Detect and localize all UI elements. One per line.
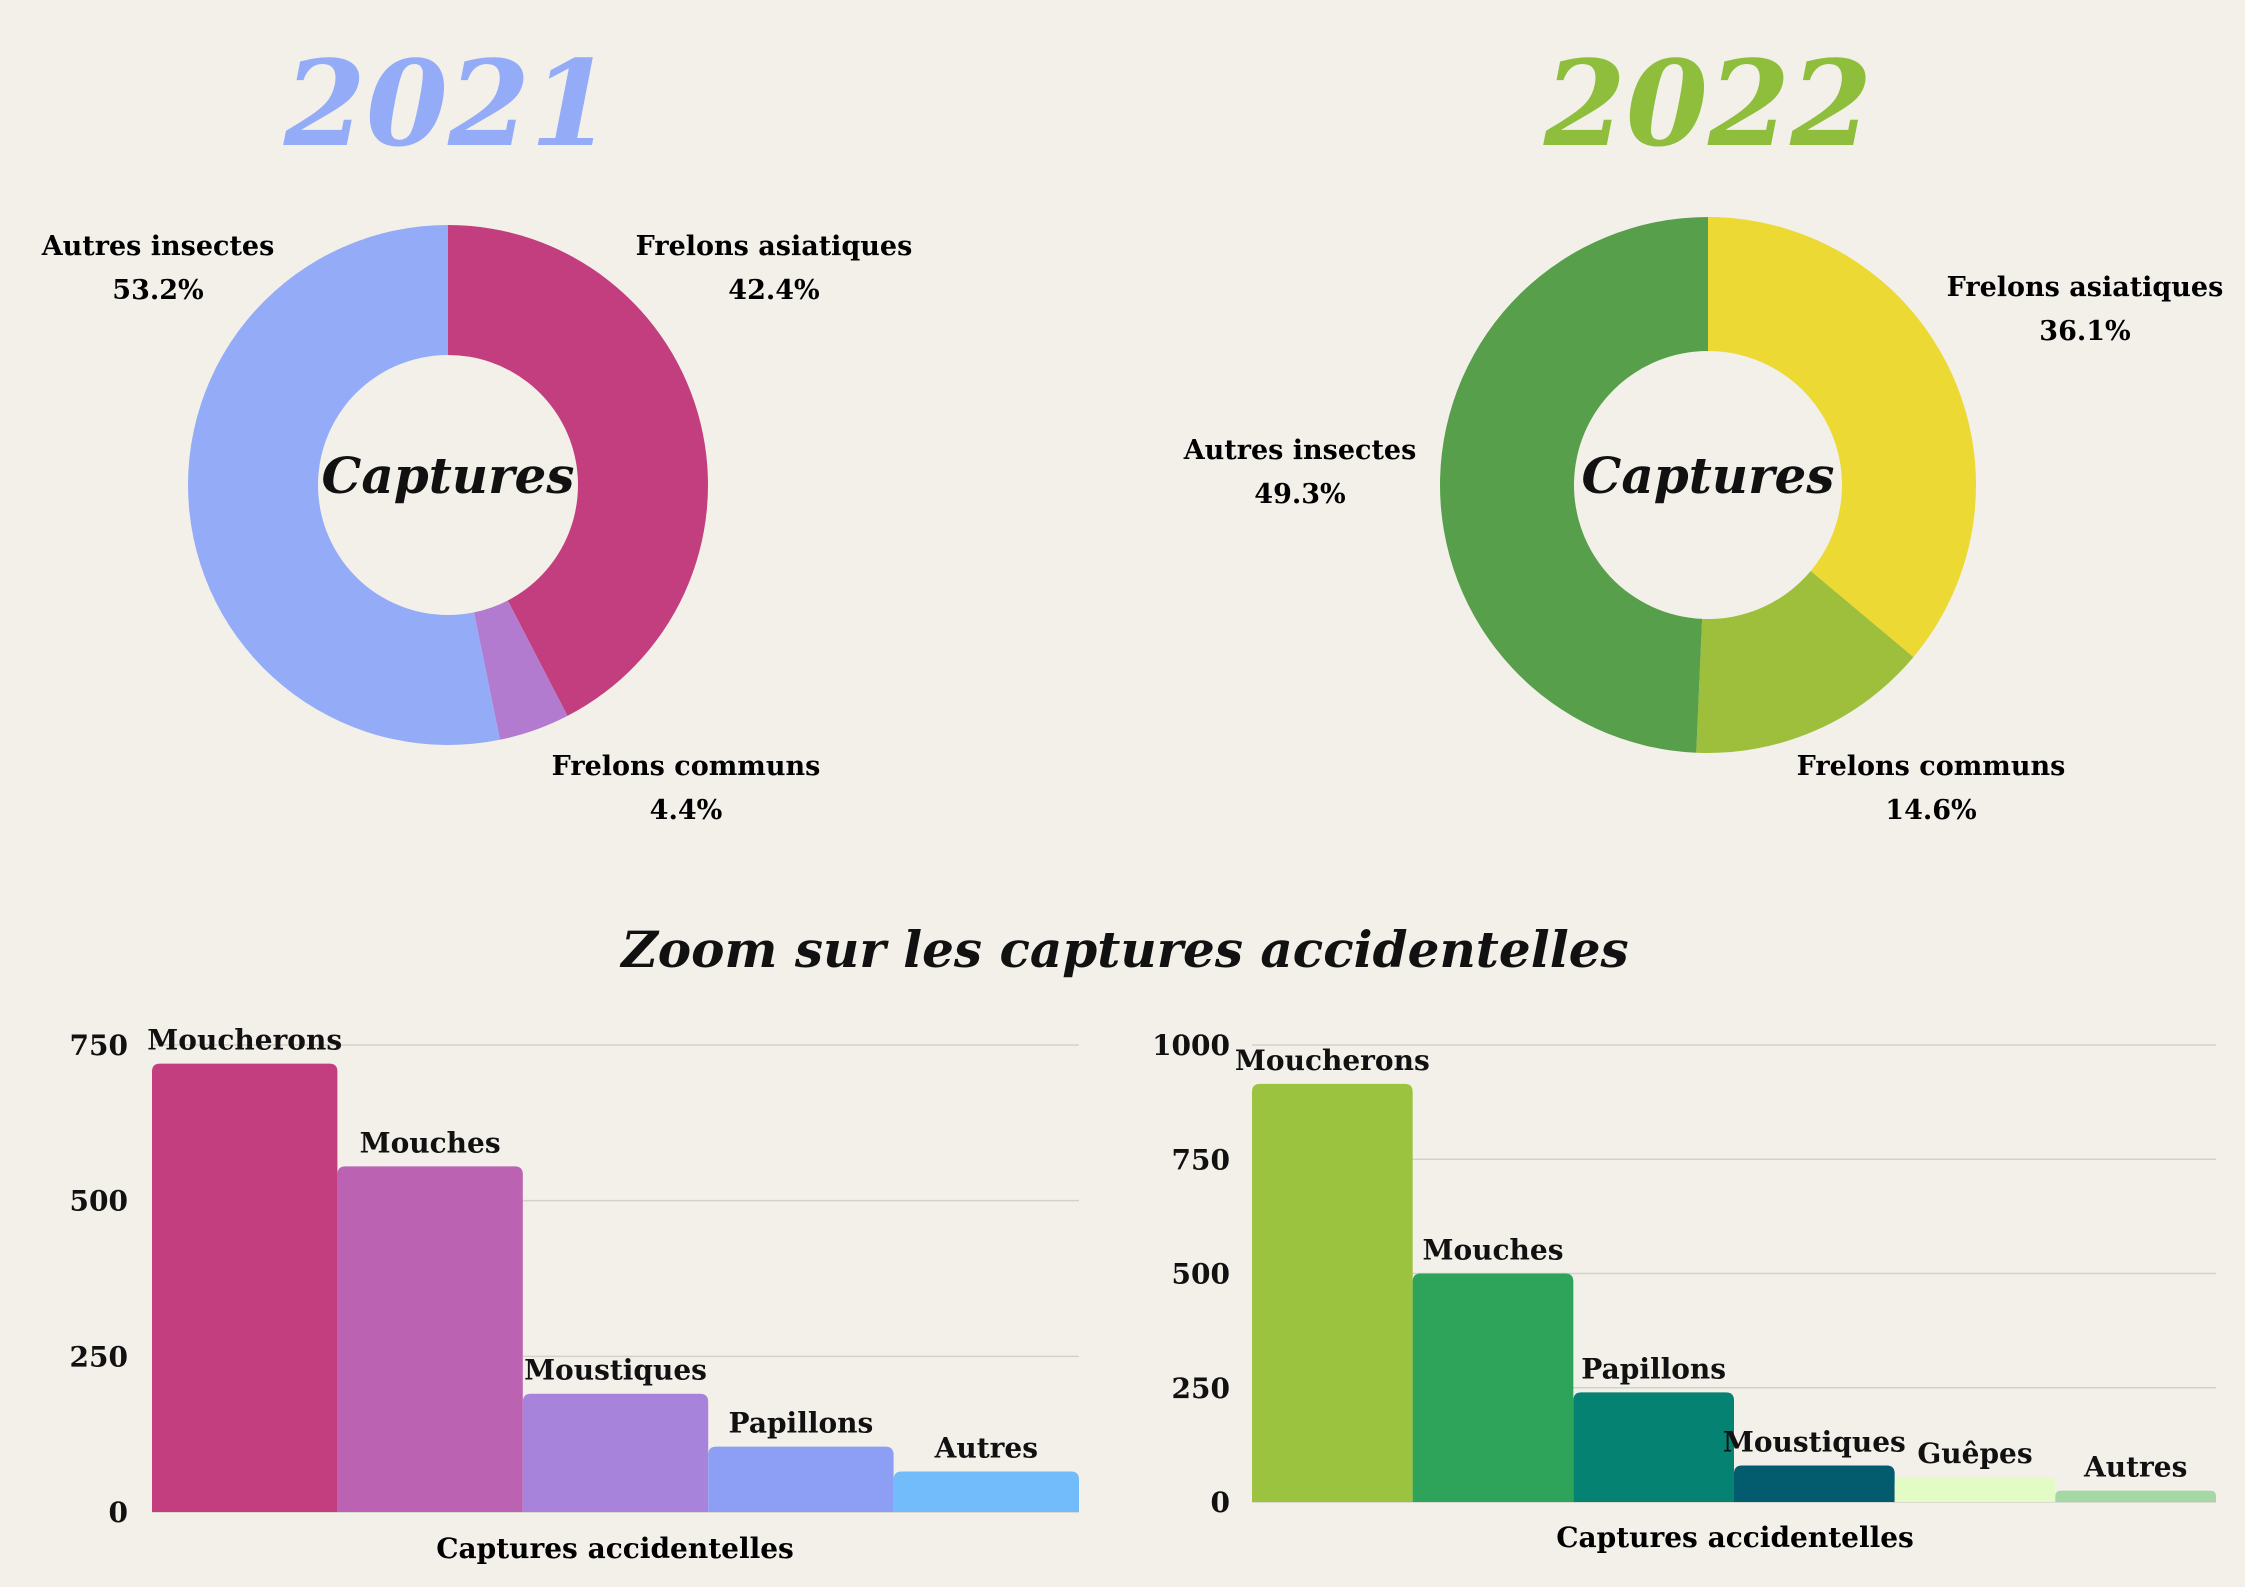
bar-2022-xlabel: Captures accidentelles	[1556, 1521, 1914, 1554]
bars-2022-ytick-label: 500	[1172, 1258, 1230, 1291]
donut-2022-center-label: Captures	[1582, 446, 1835, 505]
donut-2021-pct-frelons-asiatiques: 42.4%	[728, 275, 819, 306]
bars-2022-bar-label-moustiques: Moustiques	[1723, 1425, 1906, 1458]
bars-2022-bar-mouches	[1412, 1273, 1574, 1502]
bars-2022-bar-label-moucherons: Moucherons	[1235, 1044, 1430, 1077]
year-2021-title: 2021	[283, 34, 612, 173]
bars-2021-bar-mouches	[337, 1166, 523, 1512]
donut-2021-slice-autres-insectes	[187, 225, 500, 745]
donut-2021-label-frelons-asiatiques: Frelons asiatiques	[636, 231, 913, 262]
donut-2022-slice-frelons-communs	[1696, 571, 1914, 753]
donut-2022-slice-frelons-asiatiques	[1708, 217, 1977, 658]
bars-2021-bar-label-papillons: Papillons	[729, 1407, 874, 1440]
bars-2022-bar-label-autres: Autres	[2083, 1451, 2187, 1484]
bars-2022-ytick-label: 0	[1211, 1486, 1230, 1519]
bars-2022-bar-moucherons	[1252, 1083, 1413, 1502]
section-heading: Zoom sur les captures accidentelles	[619, 920, 1628, 979]
donut-2022-pct-frelons-communs: 14.6%	[1885, 795, 1976, 826]
donut-2021-label-frelons-communs: Frelons communs	[552, 751, 821, 782]
bars-2022-ytick-label: 1000	[1152, 1029, 1230, 1062]
bars-2021-bar-autres	[893, 1471, 1079, 1512]
bars-2022-ytick-label: 250	[1172, 1372, 1230, 1405]
donut-2022-label-autres-insectes: Autres insectes	[1183, 435, 1417, 466]
donut-2021-slice-frelons-communs	[473, 600, 568, 740]
bars-2022-bar-guepes	[1894, 1476, 2056, 1502]
year-2022-title: 2022	[1543, 34, 1872, 173]
bars-2021-bar-moustiques	[522, 1393, 709, 1512]
donut-2021-label-autres-insectes: Autres insectes	[41, 231, 275, 262]
donut-2021-pct-autres-insectes: 53.2%	[112, 275, 203, 306]
donut-2022-label-frelons-communs: Frelons communs	[1797, 751, 2066, 782]
bar-2021-xlabel: Captures accidentelles	[436, 1532, 794, 1565]
bars-2022-bar-papillons	[1573, 1392, 1734, 1502]
bars-2021-bar-papillons	[708, 1446, 894, 1512]
bars-2022-bar-moustiques	[1734, 1465, 1895, 1502]
donut-chart-2022	[1439, 217, 1977, 753]
donut-2021-pct-frelons-communs: 4.4%	[650, 795, 723, 826]
bars-2022-bar-autres	[2055, 1490, 2216, 1502]
bars-2022-ytick-label: 750	[1172, 1143, 1230, 1176]
donut-2021-center-label: Captures	[322, 446, 575, 505]
donut-2022-pct-autres-insectes: 49.3%	[1254, 479, 1345, 510]
bars-2021-bar-moucherons	[152, 1063, 338, 1512]
donut-chart-2021	[187, 225, 708, 745]
donut-2021-slice-frelons-asiatiques	[448, 225, 708, 716]
bars-2021-bar-label-moustiques: Moustiques	[524, 1354, 707, 1387]
bars-2021-ytick-label: 750	[70, 1029, 128, 1062]
bars-2021-ytick-label: 250	[70, 1340, 128, 1373]
bars-2022-bar-label-papillons: Papillons	[1581, 1352, 1726, 1385]
bar-chart-2022: 0 250 500 750 1000 Moucherons Mouches Papillons…	[1152, 1029, 2216, 1519]
bars-2022-bar-label-mouches: Mouches	[1422, 1234, 1563, 1267]
donut-2022-slice-autres-insectes	[1439, 217, 1708, 753]
bar-chart-2021: 0 250 500 750 Moucherons Mouches Moustiques Pap…	[70, 1024, 1079, 1529]
bars-2021-bar-label-mouches: Mouches	[360, 1126, 501, 1159]
bars-2021-ytick-label: 500	[70, 1185, 128, 1218]
bars-2021-bar-label-moucherons: Moucherons	[147, 1024, 342, 1057]
bars-2022-bar-label-guepes: Guêpes	[1917, 1437, 2032, 1470]
donut-2022-pct-frelons-asiatiques: 36.1%	[2039, 316, 2130, 347]
bars-2021-bar-label-autres: Autres	[934, 1432, 1038, 1465]
donut-2022-label-frelons-asiatiques: Frelons asiatiques	[1947, 272, 2224, 303]
bars-2021-ytick-label: 0	[109, 1496, 128, 1529]
